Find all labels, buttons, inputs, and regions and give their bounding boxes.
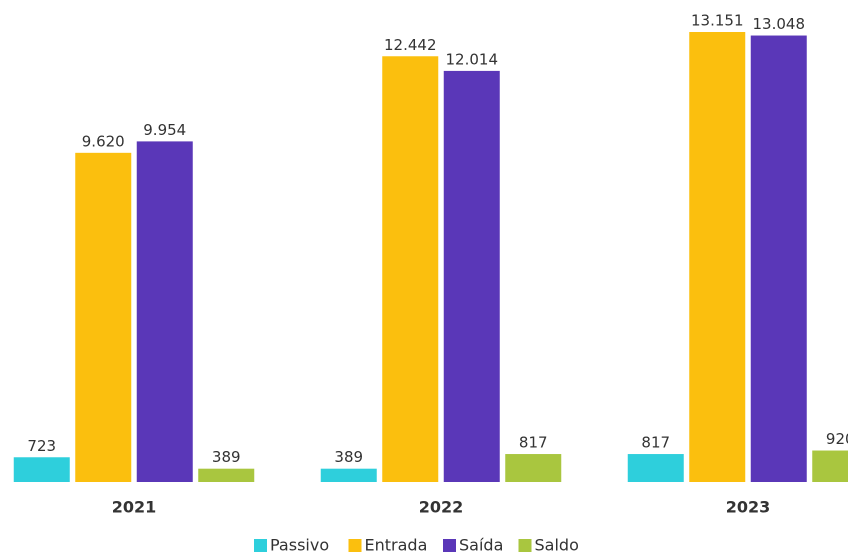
legend-swatch xyxy=(254,539,267,552)
legend-swatch xyxy=(443,539,456,552)
data-label: 723 xyxy=(27,437,56,455)
bar xyxy=(382,56,439,483)
data-label: 9.954 xyxy=(143,121,186,139)
data-label: 13.151 xyxy=(691,12,744,30)
bar xyxy=(13,457,70,482)
data-label: 817 xyxy=(519,434,548,452)
bar xyxy=(505,454,562,482)
x-tick-label: 2022 xyxy=(419,498,464,517)
legend-label: Entrada xyxy=(365,536,428,555)
bar xyxy=(320,468,377,482)
data-label: 389 xyxy=(334,448,363,466)
bar xyxy=(750,35,807,483)
data-label: 12.014 xyxy=(446,50,499,68)
legend-swatch xyxy=(518,539,532,552)
bar xyxy=(627,454,684,482)
data-label: 817 xyxy=(641,434,670,452)
legend-label: Passivo xyxy=(270,536,329,555)
bar xyxy=(136,141,193,483)
data-label: 12.442 xyxy=(384,36,437,54)
bar xyxy=(812,450,848,482)
legend-label: Saldo xyxy=(535,536,579,555)
x-tick-label: 2021 xyxy=(112,498,157,517)
legend-swatch xyxy=(348,539,362,552)
bar xyxy=(198,468,255,482)
legend-label: Saída xyxy=(459,536,503,555)
bar xyxy=(443,70,500,482)
bar xyxy=(75,152,132,482)
data-label: 920 xyxy=(826,430,848,448)
bar xyxy=(689,32,746,482)
x-tick-label: 2023 xyxy=(726,498,771,517)
data-label: 9.620 xyxy=(82,132,125,150)
data-label: 389 xyxy=(212,448,241,466)
data-label: 13.048 xyxy=(753,15,806,33)
